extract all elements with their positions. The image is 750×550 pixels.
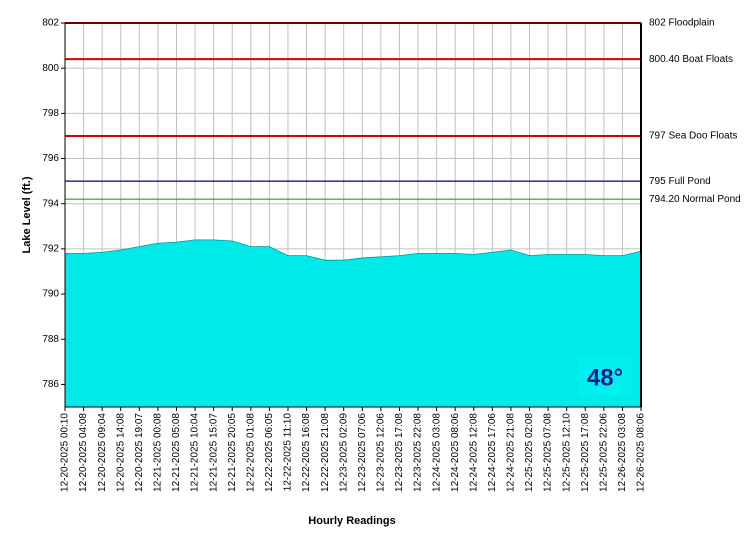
- x-tick-label: 12-20-2025 04:08: [78, 413, 89, 492]
- x-tick-label: 12-22-2025 01:08: [245, 413, 256, 492]
- x-tick-label: 12-25-2025 22:06: [598, 413, 609, 492]
- y-tick-label: 792: [42, 244, 59, 255]
- x-tick-label: 12-26-2025 08:06: [636, 413, 647, 492]
- x-tick-label: 12-20-2025 09:04: [97, 413, 108, 492]
- x-tick-label: 12-22-2025 21:08: [320, 413, 331, 492]
- x-tick-label: 12-21-2025 05:08: [171, 413, 182, 492]
- reference-label: 802 Floodplain: [649, 18, 715, 29]
- x-tick-label: 12-24-2025 08:06: [450, 413, 461, 492]
- x-tick-label: 12-23-2025 22:08: [413, 413, 424, 492]
- x-tick-label: 12-24-2025 21:08: [506, 413, 517, 492]
- x-tick-label: 12-23-2025 07:06: [357, 413, 368, 492]
- y-tick-label: 788: [42, 334, 59, 345]
- x-tick-label: 12-25-2025 12:10: [561, 413, 572, 492]
- x-tick-label: 12-21-2025 20:05: [227, 413, 238, 492]
- x-tick-label: 12-20-2025 00:10: [60, 413, 71, 492]
- x-tick-label: 12-26-2025 03:08: [617, 413, 628, 492]
- x-tick-label: 12-21-2025 00:08: [153, 413, 164, 492]
- x-tick-label: 12-23-2025 02:09: [338, 413, 349, 492]
- x-tick-label: 12-22-2025 16:08: [301, 413, 312, 492]
- x-axis-title: Hourly Readings: [308, 515, 395, 527]
- reference-label: 794.20 Normal Pond: [649, 194, 741, 205]
- y-tick-label: 800: [42, 63, 59, 74]
- y-tick-label: 802: [42, 18, 59, 29]
- reference-label: 795 Full Pond: [649, 176, 711, 187]
- area: [64, 239, 642, 408]
- y-tick-label: 790: [42, 289, 59, 300]
- x-tick-label: 12-20-2025 19:07: [134, 413, 145, 492]
- x-tick-label: 12-23-2025 12:06: [376, 413, 387, 492]
- y-tick-label: 798: [42, 108, 59, 119]
- x-tick-label: 12-25-2025 17:08: [580, 413, 591, 492]
- reference-label: 797 Sea Doo Floats: [649, 131, 737, 142]
- x-tick-label: 12-24-2025 17:06: [487, 413, 498, 492]
- x-tick-label: 12-20-2025 14:08: [115, 413, 126, 492]
- y-tick-label: 794: [42, 198, 59, 209]
- y-axis-title: Lake Level (ft.): [21, 176, 33, 253]
- y-tick-label: 786: [42, 379, 59, 390]
- x-tick-label: 12-24-2025 12:08: [468, 413, 479, 492]
- x-tick-label: 12-21-2025 10:04: [190, 413, 201, 492]
- badge-box: [578, 356, 632, 398]
- x-tick-label: 12-22-2025 06:05: [264, 413, 275, 492]
- x-tick-label: 12-21-2025 15:07: [208, 413, 219, 492]
- y-tick-label: 796: [42, 153, 59, 164]
- badge: 48°: [587, 364, 623, 391]
- x-tick-label: 12-25-2025 02:08: [524, 413, 535, 492]
- x-tick-label: 12-24-2025 03:08: [431, 413, 442, 492]
- reference-label: 800.40 Boat Floats: [649, 54, 733, 65]
- x-tick-label: 12-23-2025 17:08: [394, 413, 405, 492]
- x-tick-label: 12-25-2025 07:08: [543, 413, 554, 492]
- x-tick-label: 12-22-2025 11:10: [283, 413, 294, 492]
